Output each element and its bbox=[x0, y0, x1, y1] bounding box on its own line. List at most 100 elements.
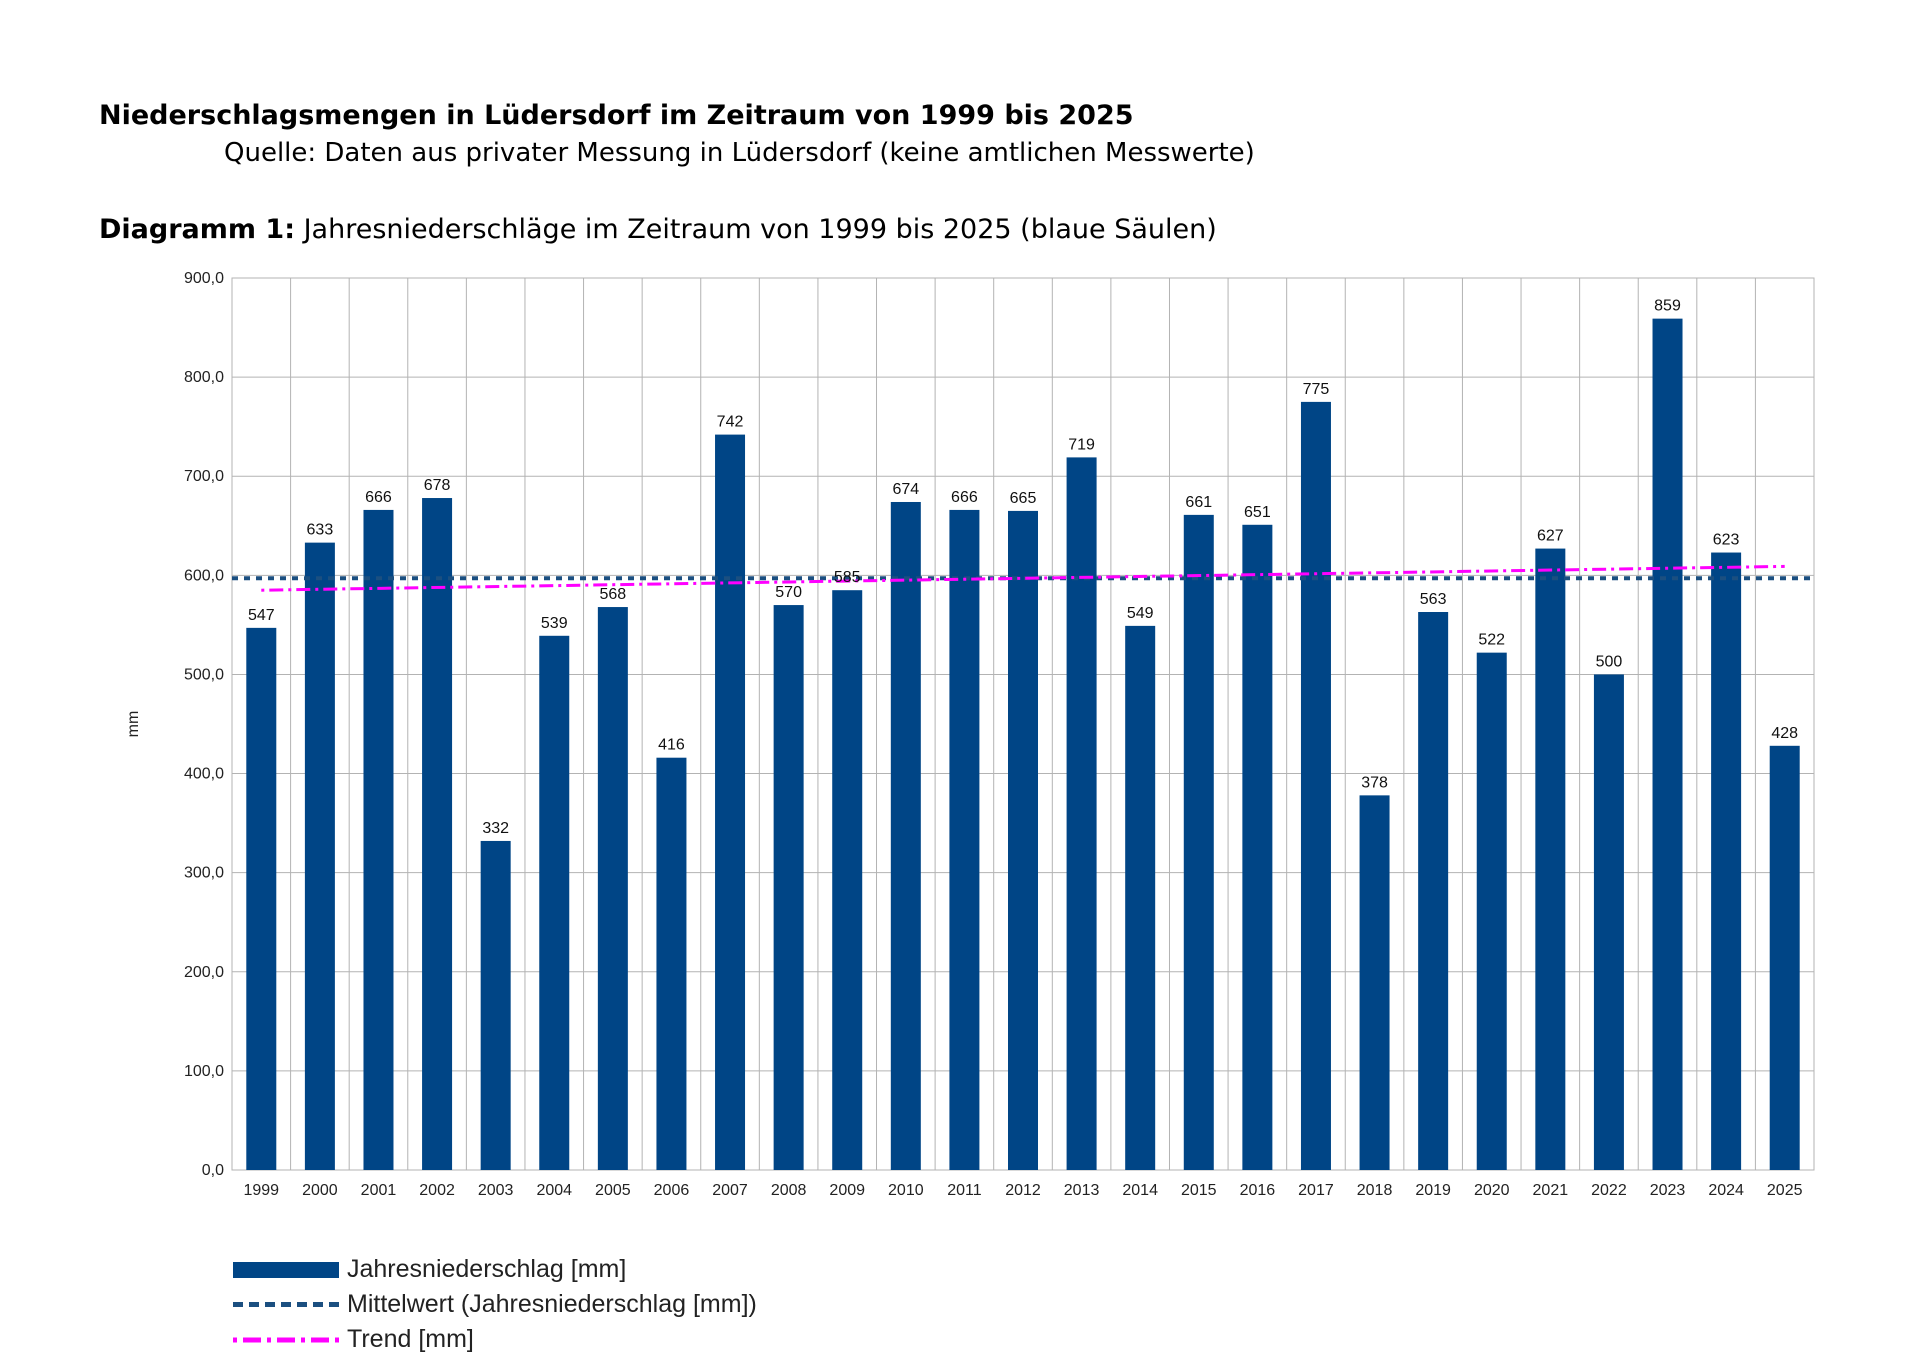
data-label-2025: 428 bbox=[1771, 725, 1798, 742]
bar-2022 bbox=[1593, 674, 1624, 1170]
bar-2016 bbox=[1242, 524, 1273, 1170]
data-label-2007: 742 bbox=[717, 414, 744, 431]
legend-swatch-trend bbox=[233, 1332, 339, 1348]
bar-2012 bbox=[1008, 510, 1038, 1170]
data-label-2018: 378 bbox=[1361, 774, 1388, 791]
y-tick-label: 600,0 bbox=[184, 567, 224, 584]
x-tick-label: 2009 bbox=[829, 1182, 865, 1199]
data-label-2003: 332 bbox=[482, 820, 509, 837]
bar-2002 bbox=[422, 498, 453, 1170]
data-label-2001: 666 bbox=[365, 489, 392, 506]
legend-item-bars: Jahresniederschlag [mm] bbox=[233, 1252, 757, 1287]
data-label-2012: 665 bbox=[1010, 490, 1037, 507]
bar-2018 bbox=[1359, 795, 1390, 1170]
data-label-2011: 666 bbox=[951, 489, 978, 506]
bar-2007 bbox=[715, 434, 746, 1170]
data-label-2016: 651 bbox=[1244, 504, 1271, 521]
x-tick-label: 2015 bbox=[1181, 1182, 1217, 1199]
page-heading: Niederschlagsmengen in Lüdersdorf im Zei… bbox=[99, 100, 1134, 131]
x-tick-label: 2021 bbox=[1533, 1182, 1569, 1199]
data-label-2021: 627 bbox=[1537, 528, 1564, 545]
source-note: Quelle: Daten aus privater Messung in Lü… bbox=[224, 138, 1255, 168]
data-label-2009: 585 bbox=[834, 569, 861, 586]
bar-2008 bbox=[773, 605, 804, 1170]
x-tick-label: 2014 bbox=[1122, 1182, 1158, 1199]
legend-label-trend: Trend [mm] bbox=[347, 1325, 474, 1353]
x-tick-label: 2013 bbox=[1064, 1182, 1100, 1199]
x-tick-label: 2019 bbox=[1415, 1182, 1451, 1199]
bar-2024 bbox=[1711, 552, 1742, 1170]
bar-2009 bbox=[832, 590, 863, 1170]
x-tick-label: 2012 bbox=[1005, 1182, 1041, 1199]
diagram-title-prefix: Diagramm 1: bbox=[99, 214, 296, 245]
chart-legend: Jahresniederschlag [mm] Mittelwert (Jahr… bbox=[233, 1252, 757, 1357]
x-tick-label: 2005 bbox=[595, 1182, 631, 1199]
data-label-2023: 859 bbox=[1654, 298, 1681, 315]
data-label-2019: 563 bbox=[1420, 591, 1447, 608]
bar-2021 bbox=[1535, 548, 1566, 1170]
y-tick-label: 100,0 bbox=[184, 1063, 224, 1080]
legend-item-mean: Mittelwert (Jahresniederschlag [mm]) bbox=[233, 1287, 757, 1322]
x-tick-label: 2022 bbox=[1591, 1182, 1627, 1199]
data-label-2000: 633 bbox=[307, 522, 334, 539]
x-tick-label: 2004 bbox=[536, 1182, 572, 1199]
x-tick-label: 1999 bbox=[243, 1182, 279, 1199]
bar-2005 bbox=[597, 607, 628, 1170]
data-label-2020: 522 bbox=[1478, 632, 1505, 649]
legend-swatch-bars bbox=[233, 1261, 339, 1278]
x-tick-label: 2001 bbox=[361, 1182, 397, 1199]
x-tick-label: 2020 bbox=[1474, 1182, 1510, 1199]
x-tick-label: 2002 bbox=[419, 1182, 455, 1199]
x-tick-label: 2003 bbox=[478, 1182, 514, 1199]
bar-2006 bbox=[656, 757, 687, 1170]
bar-2003 bbox=[480, 840, 511, 1170]
data-label-1999: 547 bbox=[248, 607, 275, 624]
bar-2004 bbox=[539, 635, 570, 1170]
data-label-2010: 674 bbox=[892, 481, 919, 498]
x-tick-label: 2017 bbox=[1298, 1182, 1334, 1199]
bar-1999 bbox=[246, 627, 277, 1170]
data-label-2008: 570 bbox=[775, 584, 802, 601]
y-tick-label: 200,0 bbox=[184, 964, 224, 981]
bar-2000 bbox=[304, 542, 335, 1170]
bar-2017 bbox=[1300, 401, 1331, 1170]
x-tick-label: 2016 bbox=[1240, 1182, 1276, 1199]
y-tick-label: 300,0 bbox=[184, 865, 224, 882]
bar-2015 bbox=[1183, 514, 1214, 1170]
y-tick-label: 500,0 bbox=[184, 666, 224, 683]
legend-swatch-mean bbox=[233, 1297, 339, 1313]
data-label-2017: 775 bbox=[1303, 381, 1330, 398]
x-tick-label: 2018 bbox=[1357, 1182, 1393, 1199]
y-tick-label: 800,0 bbox=[184, 369, 224, 386]
bar-2013 bbox=[1066, 457, 1097, 1170]
y-tick-label: 700,0 bbox=[184, 468, 224, 485]
data-label-2024: 623 bbox=[1713, 532, 1740, 549]
data-label-2006: 416 bbox=[658, 737, 685, 754]
y-tick-label: 900,0 bbox=[184, 270, 224, 287]
data-label-2022: 500 bbox=[1596, 653, 1623, 670]
diagram-title: Diagramm 1: Jahresniederschläge im Zeitr… bbox=[99, 214, 1217, 245]
trend-line bbox=[261, 564, 1785, 592]
legend-label-mean: Mittelwert (Jahresniederschlag [mm]) bbox=[347, 1290, 757, 1318]
bar-2001 bbox=[363, 509, 394, 1170]
x-tick-label: 2008 bbox=[771, 1182, 807, 1199]
legend-label-bars: Jahresniederschlag [mm] bbox=[347, 1255, 627, 1283]
bar-2020 bbox=[1476, 652, 1507, 1170]
diagram-title-text: Jahresniederschläge im Zeitraum von 1999… bbox=[295, 214, 1217, 245]
data-label-2014: 549 bbox=[1127, 605, 1154, 622]
x-tick-label: 2024 bbox=[1708, 1182, 1744, 1199]
data-label-2002: 678 bbox=[424, 477, 451, 494]
x-tick-label: 2006 bbox=[654, 1182, 690, 1199]
bar-2014 bbox=[1125, 625, 1156, 1170]
y-tick-label: 0,0 bbox=[202, 1162, 224, 1179]
bar-2025 bbox=[1769, 745, 1800, 1170]
legend-swatch-trend-line bbox=[233, 1337, 339, 1342]
y-tick-label: 400,0 bbox=[184, 766, 224, 783]
data-label-2013: 719 bbox=[1068, 436, 1095, 453]
x-tick-label: 2011 bbox=[947, 1182, 982, 1199]
x-tick-label: 2000 bbox=[302, 1182, 338, 1199]
data-label-2005: 568 bbox=[600, 586, 627, 603]
data-label-2004: 539 bbox=[541, 615, 568, 632]
bar-2023 bbox=[1652, 318, 1683, 1170]
